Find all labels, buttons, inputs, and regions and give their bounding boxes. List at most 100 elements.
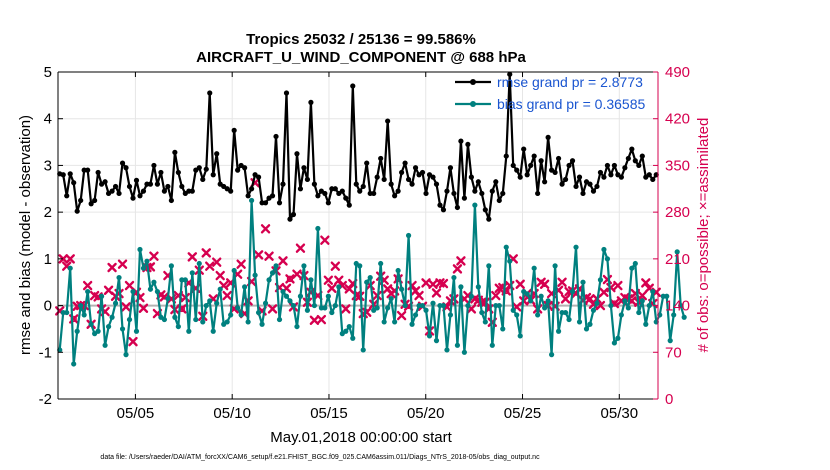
obs-assimilated-marker — [222, 290, 232, 301]
rmse-point — [461, 195, 467, 201]
rmse-point — [304, 176, 311, 183]
bias-point — [678, 302, 684, 309]
bias-point — [64, 309, 70, 316]
rmse-point — [388, 181, 394, 187]
bias-point — [154, 288, 161, 295]
obs-assimilated-marker — [323, 275, 334, 285]
y-tick-left-label: 3 — [44, 157, 52, 174]
rmse-point — [214, 151, 220, 157]
x-axis-label: May.01,2018 00:00:00 start — [270, 429, 452, 446]
y-axis-right-label: # of obs: o=possible; ×=assimilated — [695, 118, 712, 353]
bias-point — [74, 328, 80, 334]
rmse-point — [346, 202, 352, 208]
bias-point — [343, 328, 349, 334]
bias-point — [604, 256, 611, 262]
rmse-point — [179, 183, 185, 190]
rmse-point — [343, 195, 349, 201]
bias-point — [625, 305, 631, 311]
rmse-point — [207, 90, 213, 96]
rmse-point — [353, 181, 359, 187]
bias-point — [287, 298, 293, 304]
y-tick-right-label: 280 — [665, 204, 690, 221]
rmse-point — [88, 201, 94, 207]
legend-rmse-marker — [470, 79, 476, 85]
rmse-point — [119, 160, 126, 166]
rmse-point — [172, 149, 178, 155]
rmse-point — [287, 216, 293, 222]
obs-assimilated-marker — [260, 224, 271, 234]
rmse-point — [618, 174, 624, 180]
bias-point — [517, 333, 523, 339]
bias-point — [360, 347, 366, 353]
rmse-point — [200, 176, 206, 183]
obs-assimilated-marker — [396, 310, 407, 321]
bias-point — [576, 319, 583, 325]
x-tick-label: 05/30 — [601, 405, 639, 422]
bias-point — [81, 312, 87, 318]
rmse-point — [493, 179, 499, 185]
rmse-point — [562, 176, 569, 183]
obs-assimilated-marker — [334, 275, 344, 285]
bias-point — [311, 302, 317, 309]
rmse-point — [392, 193, 398, 199]
bias-point — [405, 232, 412, 239]
rmse-point — [64, 193, 70, 199]
bias-point — [594, 300, 600, 306]
rmse-point — [325, 200, 331, 206]
bias-point — [308, 277, 314, 283]
bias-point — [88, 321, 94, 327]
obs-assimilated-marker — [491, 290, 501, 301]
rmse-point — [594, 183, 600, 190]
rmse-point — [433, 181, 440, 187]
rmse-point — [371, 190, 377, 197]
bias-point — [440, 302, 447, 309]
bias-point — [140, 265, 147, 271]
bias-point — [646, 302, 652, 309]
bias-point — [210, 328, 216, 334]
bias-point — [203, 302, 209, 309]
bias-point — [172, 314, 178, 320]
bias-point — [269, 270, 276, 276]
obs-possible-marker — [286, 275, 294, 283]
x-tick-label: 05/15 — [310, 405, 348, 422]
rmse-point — [78, 197, 84, 204]
rmse-point — [604, 162, 611, 169]
rmse-point — [85, 167, 91, 173]
rmse-point — [154, 181, 161, 187]
rmse-point — [458, 138, 464, 144]
rmse-point — [440, 207, 447, 213]
rmse-point — [140, 188, 147, 194]
rmse-point — [360, 183, 366, 190]
obs-assimilated-marker — [344, 284, 354, 294]
y-tick-right-label: 140 — [665, 298, 690, 315]
bias-point — [182, 277, 188, 283]
obs-assimilated-marker — [560, 294, 571, 304]
rmse-point — [339, 188, 345, 194]
bias-point — [119, 326, 126, 332]
obs-assimilated-marker — [295, 243, 306, 253]
rmse-point — [102, 179, 108, 185]
rmse-point — [545, 134, 551, 140]
rmse-point — [137, 193, 143, 199]
rmse-point — [322, 190, 328, 197]
obs-assimilated-marker — [253, 250, 264, 260]
rmse-point — [175, 169, 181, 176]
bias-point — [566, 316, 572, 323]
obs-assimilated-marker — [212, 257, 222, 267]
obs-assimilated-marker — [452, 264, 463, 274]
rmse-point — [646, 172, 652, 178]
rmse-point — [601, 174, 607, 180]
obs-assimilated-marker — [456, 256, 466, 266]
bias-point — [552, 263, 558, 269]
rmse-point — [632, 158, 638, 164]
bias-point — [475, 284, 481, 290]
x-tick-label: 05/10 — [213, 405, 251, 422]
bias-point — [587, 321, 593, 327]
bias-point — [629, 265, 635, 271]
rmse-point — [357, 188, 363, 194]
y-tick-left-label: 2 — [44, 204, 52, 221]
bias-point — [262, 300, 269, 306]
bias-point — [249, 197, 255, 204]
bias-point — [186, 328, 192, 334]
bias-point — [671, 312, 677, 318]
